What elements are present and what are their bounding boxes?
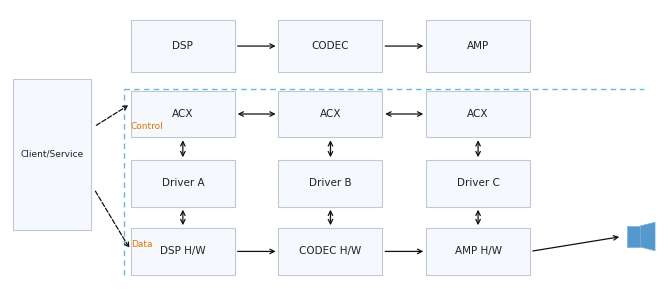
FancyBboxPatch shape [278, 91, 382, 137]
Text: Data: Data [131, 240, 152, 249]
Text: Driver B: Driver B [309, 178, 352, 188]
FancyBboxPatch shape [278, 160, 382, 207]
FancyBboxPatch shape [627, 226, 640, 247]
Polygon shape [640, 222, 655, 251]
Text: Driver A: Driver A [162, 178, 204, 188]
FancyBboxPatch shape [426, 160, 530, 207]
FancyBboxPatch shape [426, 91, 530, 137]
FancyBboxPatch shape [13, 79, 91, 230]
Text: CODEC: CODEC [312, 41, 349, 51]
Text: DSP: DSP [172, 41, 193, 51]
Text: AMP H/W: AMP H/W [454, 246, 502, 256]
Text: Driver C: Driver C [457, 178, 499, 188]
Text: ACX: ACX [172, 109, 194, 119]
FancyBboxPatch shape [278, 228, 382, 275]
FancyBboxPatch shape [131, 228, 235, 275]
FancyBboxPatch shape [131, 160, 235, 207]
Text: DSP H/W: DSP H/W [160, 246, 205, 256]
Text: Control: Control [131, 122, 164, 131]
FancyBboxPatch shape [131, 91, 235, 137]
FancyBboxPatch shape [131, 20, 235, 72]
Text: Client/Service: Client/Service [20, 149, 84, 159]
FancyBboxPatch shape [426, 20, 530, 72]
Text: ACX: ACX [319, 109, 342, 119]
FancyBboxPatch shape [426, 228, 530, 275]
FancyBboxPatch shape [278, 20, 382, 72]
Text: ACX: ACX [467, 109, 489, 119]
Text: AMP: AMP [467, 41, 489, 51]
Text: CODEC H/W: CODEC H/W [299, 246, 362, 256]
